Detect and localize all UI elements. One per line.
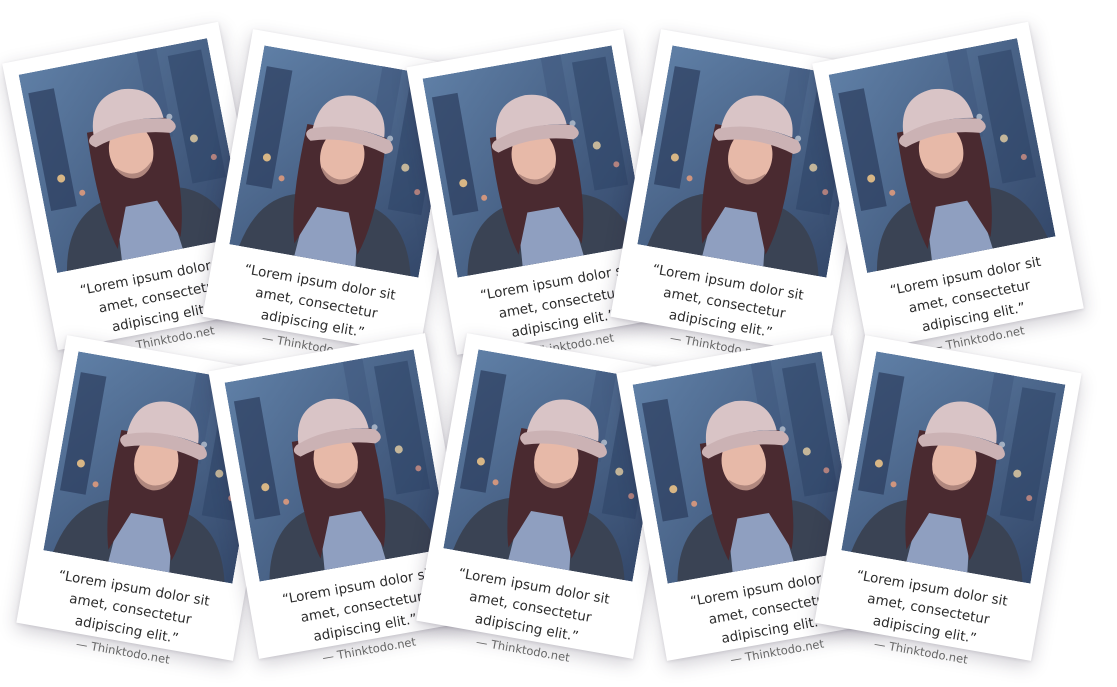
polaroid-card[interactable]: “Lorem ipsum dolor sit amet, consectetur… — [610, 29, 878, 361]
woman-in-cap-photo — [229, 45, 454, 278]
woman-in-cap-photo — [224, 349, 449, 582]
polaroid-card[interactable]: “Lorem ipsum dolor sit amet, consectetur… — [812, 21, 1084, 355]
polaroid-card[interactable]: “Lorem ipsum dolor sit amet, consectetur… — [814, 335, 1082, 667]
woman-in-cap-photo — [841, 351, 1066, 584]
polaroid-card[interactable]: “Lorem ipsum dolor sit amet, consectetur… — [2, 21, 274, 355]
woman-in-cap-photo — [637, 45, 862, 278]
woman-in-cap-photo — [422, 45, 647, 278]
woman-in-cap-photo — [43, 351, 268, 584]
polaroid-card[interactable]: “Lorem ipsum dolor sit amet, consectetur… — [406, 29, 674, 361]
woman-in-cap-photo — [18, 38, 246, 274]
polaroid-card[interactable]: “Lorem ipsum dolor sit amet, consectetur… — [416, 333, 684, 665]
polaroid-card[interactable]: “Lorem ipsum dolor sit amet, consectetur… — [16, 335, 284, 667]
woman-in-cap-photo — [828, 38, 1056, 274]
woman-in-cap-photo — [632, 351, 857, 584]
woman-in-cap-photo — [443, 349, 668, 582]
polaroid-card[interactable]: “Lorem ipsum dolor sit amet, consectetur… — [208, 333, 476, 665]
polaroid-card[interactable]: “Lorem ipsum dolor sit amet, consectetur… — [616, 335, 884, 667]
polaroid-card[interactable]: “Lorem ipsum dolor sit amet, consectetur… — [202, 29, 470, 361]
